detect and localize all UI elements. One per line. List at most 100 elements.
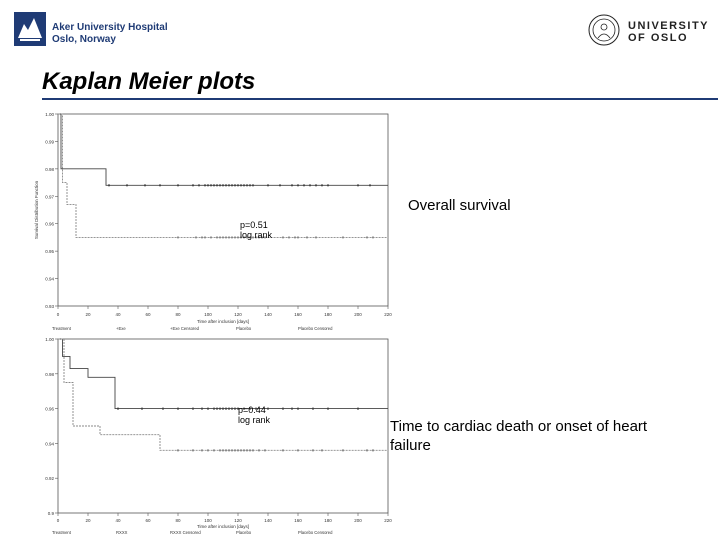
p-value-annotation: p=0.51 xyxy=(240,220,268,230)
censored-marker xyxy=(257,449,261,452)
y-tick-label: 0.96 xyxy=(45,407,54,412)
x-tick-label: 100 xyxy=(204,312,212,317)
censored-marker xyxy=(266,184,270,187)
censored-marker xyxy=(341,449,345,452)
censored-marker xyxy=(221,236,225,239)
legend-entry: +Exe xyxy=(116,326,126,331)
censored-marker xyxy=(161,407,165,410)
censored-marker xyxy=(290,184,294,187)
x-tick-label: 0 xyxy=(57,312,60,317)
survival-curve-1 xyxy=(58,338,388,410)
censored-marker xyxy=(233,449,237,452)
censored-marker xyxy=(194,236,198,239)
test-name-annotation: log rank xyxy=(240,230,273,240)
x-tick-label: 20 xyxy=(85,312,91,317)
censored-marker xyxy=(281,407,285,410)
x-tick-label: 60 xyxy=(145,312,151,317)
x-tick-label: 180 xyxy=(324,518,332,523)
censored-marker xyxy=(296,236,300,239)
censored-marker xyxy=(236,449,240,452)
survival-curve-2 xyxy=(58,113,388,238)
censored-marker xyxy=(233,407,237,410)
x-tick-label: 40 xyxy=(115,312,121,317)
censored-marker xyxy=(251,184,255,187)
university-seal-icon xyxy=(588,14,620,46)
legend-entry: Treatment xyxy=(52,530,72,535)
censored-marker xyxy=(125,184,129,187)
censored-marker xyxy=(224,449,228,452)
legend-entry: +Exe Censored xyxy=(170,326,200,331)
censored-marker xyxy=(200,407,204,410)
censored-marker xyxy=(206,449,210,452)
censored-marker xyxy=(230,449,234,452)
censored-marker xyxy=(263,236,267,239)
censored-marker xyxy=(239,449,243,452)
aker-hospital-logo-icon xyxy=(14,12,46,46)
y-tick-label: 0.9 xyxy=(48,511,55,516)
x-tick-label: 200 xyxy=(354,518,362,523)
censored-marker xyxy=(230,407,234,410)
censored-marker xyxy=(242,184,246,187)
censored-marker xyxy=(248,407,252,410)
censored-marker xyxy=(368,184,372,187)
hospital-name-block: Aker University Hospital Oslo, Norway xyxy=(52,22,168,46)
censored-marker xyxy=(320,449,324,452)
hospital-name: Aker University Hospital xyxy=(52,22,168,33)
censored-marker xyxy=(266,407,270,410)
x-tick-label: 100 xyxy=(204,518,212,523)
censored-marker xyxy=(296,184,300,187)
censored-marker xyxy=(212,184,216,187)
censored-marker xyxy=(227,407,231,410)
censored-marker xyxy=(191,407,195,410)
censored-marker xyxy=(311,407,315,410)
x-tick-label: 140 xyxy=(264,312,272,317)
censored-marker xyxy=(206,407,210,410)
censored-marker xyxy=(341,236,345,239)
censored-marker xyxy=(107,184,111,187)
censored-marker xyxy=(218,184,222,187)
censored-marker xyxy=(236,407,240,410)
y-axis-label: Survival Distribution Function xyxy=(34,180,39,239)
x-tick-label: 60 xyxy=(145,518,151,523)
survival-curve-1 xyxy=(58,113,388,186)
censored-marker xyxy=(242,407,246,410)
university-name-line2: OF OSLO xyxy=(628,32,688,44)
censored-marker xyxy=(254,236,258,239)
legend-entry: Treatment xyxy=(52,326,72,331)
y-tick-label: 0.99 xyxy=(45,139,54,144)
y-tick-label: 1.00 xyxy=(45,337,54,342)
university-name-block: UNIVERSITY OF OSLO xyxy=(628,20,709,44)
censored-marker xyxy=(212,407,216,410)
title-divider xyxy=(42,98,718,100)
censored-marker xyxy=(200,449,204,452)
censored-marker xyxy=(326,184,330,187)
censored-marker xyxy=(203,184,207,187)
censored-marker xyxy=(278,184,282,187)
censored-marker xyxy=(239,236,243,239)
censored-marker xyxy=(320,184,324,187)
y-tick-label: 0.92 xyxy=(45,476,54,481)
censored-marker xyxy=(314,184,318,187)
y-tick-label: 0.95 xyxy=(45,249,54,254)
censored-marker xyxy=(140,407,144,410)
caption-overall-survival: Overall survival xyxy=(408,197,511,214)
censored-marker xyxy=(248,236,252,239)
censored-marker xyxy=(191,449,195,452)
censored-marker xyxy=(287,236,291,239)
y-tick-label: 0.98 xyxy=(45,167,54,172)
censored-marker xyxy=(305,236,309,239)
y-tick-label: 0.96 xyxy=(45,222,54,227)
censored-marker xyxy=(215,184,219,187)
x-tick-label: 120 xyxy=(234,518,242,523)
x-tick-label: 0 xyxy=(57,518,60,523)
censored-marker xyxy=(248,449,252,452)
censored-marker xyxy=(158,184,162,187)
censored-marker xyxy=(296,407,300,410)
censored-marker xyxy=(314,236,318,239)
university-name-line1: UNIVERSITY xyxy=(628,20,710,32)
censored-marker xyxy=(176,236,180,239)
censored-marker xyxy=(215,407,219,410)
censored-marker xyxy=(209,236,213,239)
censored-marker xyxy=(221,184,225,187)
censored-marker xyxy=(227,449,231,452)
